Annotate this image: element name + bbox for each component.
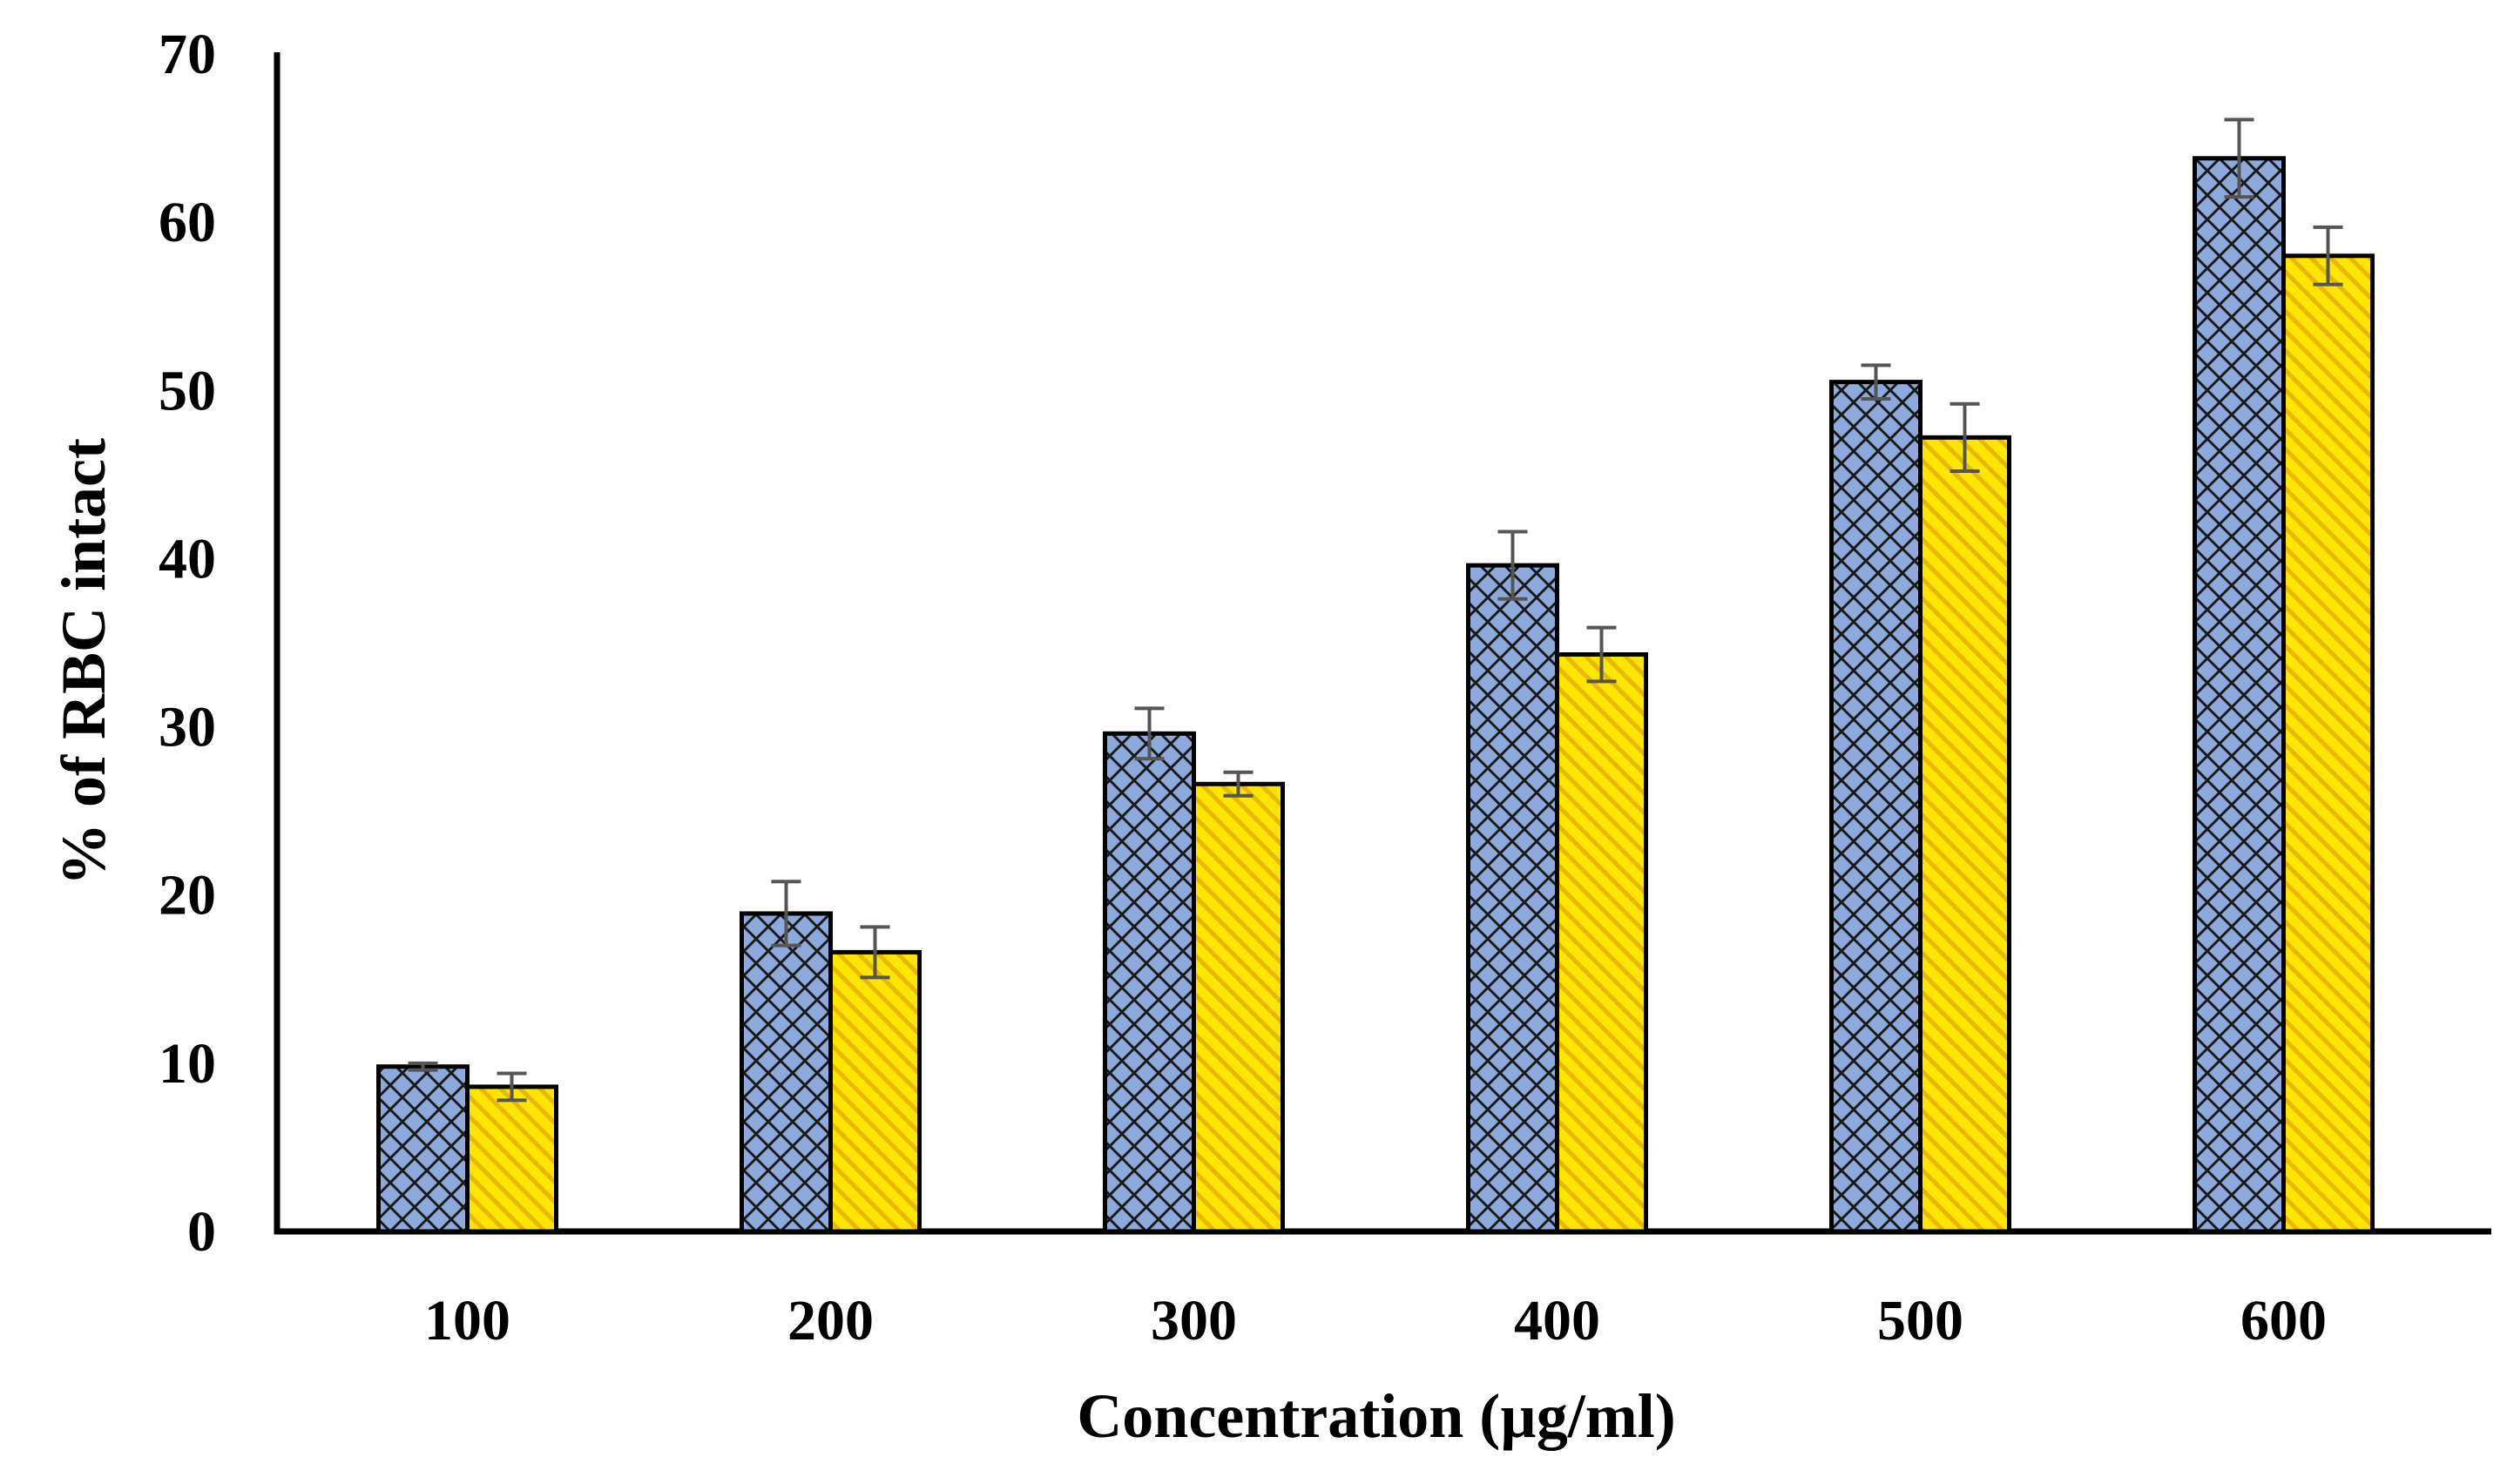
x-tick-label: 100 — [424, 1289, 510, 1352]
y-tick-label: 50 — [159, 359, 216, 422]
y-tick-label: 70 — [159, 23, 216, 86]
bar-series2-200 — [828, 949, 922, 1234]
bar-series2-600 — [2281, 253, 2375, 1234]
y-tick-label: 40 — [159, 527, 216, 590]
bar-series1-600 — [2193, 156, 2286, 1234]
bar-series2-400 — [1555, 652, 1648, 1234]
x-tick-label: 600 — [2240, 1289, 2327, 1352]
y-tick-label: 10 — [159, 1032, 216, 1096]
y-tick-label: 60 — [159, 191, 216, 254]
x-tick-label: 400 — [1514, 1289, 1600, 1352]
x-tick-label: 500 — [1877, 1289, 1963, 1352]
x-axis-title: Concentration (µg/ml) — [1077, 1381, 1675, 1451]
bar-series2-300 — [1192, 781, 1285, 1234]
x-tick-label: 300 — [1151, 1289, 1237, 1352]
bar-series1-300 — [1103, 731, 1196, 1234]
y-tick-label: 20 — [159, 864, 216, 928]
bar-series1-400 — [1466, 563, 1559, 1234]
y-tick-label: 0 — [187, 1200, 216, 1264]
bar-series2-500 — [1918, 435, 2011, 1234]
y-axis-title: % of RBC intact — [49, 438, 118, 886]
bar-series1-200 — [740, 911, 833, 1234]
bar-series1-500 — [1829, 380, 1922, 1234]
bar-series1-100 — [376, 1064, 470, 1234]
y-tick-label: 30 — [159, 696, 216, 759]
bar-series2-100 — [465, 1084, 558, 1234]
x-tick-label: 200 — [787, 1289, 874, 1352]
